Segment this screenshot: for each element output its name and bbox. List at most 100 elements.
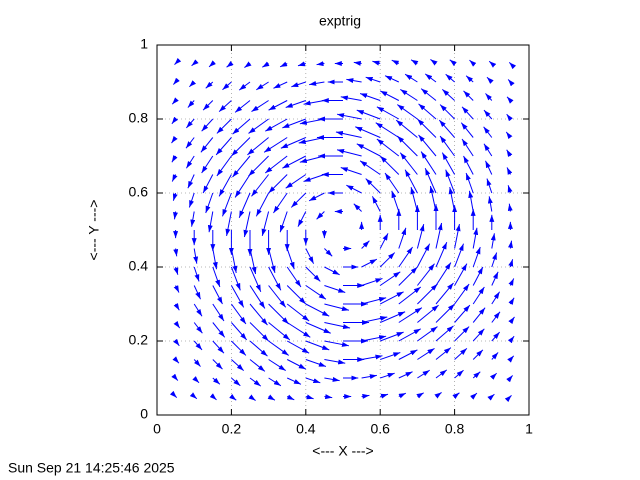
vector-arrow xyxy=(248,394,256,401)
vector-arrow xyxy=(273,81,288,89)
vector-arrow xyxy=(417,326,438,342)
vector-arrow xyxy=(417,347,435,360)
vector-arrow xyxy=(472,307,486,323)
vector-arrow xyxy=(365,76,381,83)
vector-arrow xyxy=(173,338,180,347)
vector-arrow xyxy=(404,169,418,194)
vector-arrow xyxy=(485,93,493,101)
vector-arrow xyxy=(268,359,286,372)
vector-arrow xyxy=(205,81,214,89)
vector-arrow xyxy=(279,211,288,233)
vector-arrow xyxy=(279,61,288,68)
y-axis-label: <--- Y ---> xyxy=(86,200,102,261)
vector-arrow xyxy=(305,340,330,351)
vector-arrow xyxy=(417,118,437,138)
vector-arrow xyxy=(249,322,269,342)
x-tick-label: 0.8 xyxy=(445,421,465,437)
vector-arrow xyxy=(361,374,377,380)
vector-arrow xyxy=(297,61,306,67)
vector-arrow xyxy=(324,248,333,257)
vector-arrow xyxy=(445,73,455,83)
vector-arrow xyxy=(264,155,288,174)
vector-arrow xyxy=(420,88,437,101)
vector-arrow xyxy=(372,60,381,66)
vector-arrow xyxy=(251,100,269,113)
vector-arrow xyxy=(380,311,406,323)
vector-arrow xyxy=(174,57,182,65)
vector-arrow xyxy=(286,394,295,401)
vector-arrow xyxy=(173,266,179,275)
vector-arrow xyxy=(398,371,413,379)
vector-arrow xyxy=(491,271,499,286)
vector-arrow xyxy=(268,100,288,111)
vector-arrow xyxy=(488,60,497,68)
vector-arrow xyxy=(212,377,221,385)
vector-arrow xyxy=(189,392,198,400)
vector-arrow xyxy=(324,394,333,400)
vector-arrow xyxy=(361,240,370,249)
vector-arrow xyxy=(324,340,350,347)
vector-arrow xyxy=(187,174,195,189)
vector-arrow xyxy=(489,372,497,380)
vector-arrow xyxy=(441,152,456,175)
vector-arrow xyxy=(222,192,232,217)
vector-arrow xyxy=(232,155,251,178)
vector-arrow xyxy=(232,118,251,135)
vector-arrow xyxy=(205,192,214,214)
vector-arrow xyxy=(504,395,512,403)
vector-arrow xyxy=(365,178,381,194)
vector-arrow xyxy=(173,285,180,293)
vector-arrow xyxy=(380,372,395,379)
vector-arrow xyxy=(193,340,203,351)
vector-arrow xyxy=(268,340,289,356)
vector-arrow xyxy=(391,59,400,66)
vector-arrow xyxy=(398,349,418,360)
vector-arrow xyxy=(483,143,493,157)
vector-arrow xyxy=(216,118,232,134)
vector-arrow xyxy=(251,174,269,197)
vector-arrow xyxy=(212,303,225,322)
vector-arrow xyxy=(359,160,381,175)
vector-arrow xyxy=(212,359,223,370)
plot-border xyxy=(156,44,530,416)
vector-arrow xyxy=(249,285,266,309)
vector-arrow xyxy=(472,246,481,268)
vector-arrow xyxy=(291,81,306,88)
vector-arrow xyxy=(461,106,474,120)
vector-arrow xyxy=(384,75,400,83)
vector-arrow xyxy=(212,266,221,288)
vector-arrow xyxy=(238,192,251,218)
vector-arrow xyxy=(353,203,362,212)
vector-arrow xyxy=(229,393,237,401)
vector-arrow xyxy=(380,393,389,399)
vector-arrow xyxy=(398,246,413,268)
vector-arrow xyxy=(324,359,346,365)
vector-arrow xyxy=(243,211,251,238)
vector-arrow xyxy=(452,392,460,400)
vector-arrow xyxy=(506,375,514,383)
vector-arrow xyxy=(454,369,464,379)
vector-arrow xyxy=(487,196,493,212)
vector-arrow xyxy=(417,304,439,323)
vector-arrow xyxy=(305,303,330,317)
vector-arrow xyxy=(193,248,199,264)
vector-arrow xyxy=(461,138,474,157)
vector-arrow xyxy=(506,96,514,104)
vector-arrow xyxy=(215,137,232,156)
vector-arrow xyxy=(290,192,307,208)
vector-arrow xyxy=(454,326,470,342)
vector-arrow xyxy=(185,137,195,149)
vector-arrow xyxy=(435,242,448,268)
vector-arrow xyxy=(234,174,251,198)
vector-arrow xyxy=(286,340,310,354)
vector-arrow xyxy=(435,369,448,379)
vector-arrow xyxy=(356,143,381,157)
vector-arrow xyxy=(454,304,471,323)
vector-arrow xyxy=(486,76,494,84)
vector-arrow xyxy=(173,302,180,311)
vector-arrow xyxy=(472,328,485,342)
vector-arrow xyxy=(435,303,455,323)
vector-arrow xyxy=(398,286,422,305)
vector-arrow xyxy=(376,138,400,157)
